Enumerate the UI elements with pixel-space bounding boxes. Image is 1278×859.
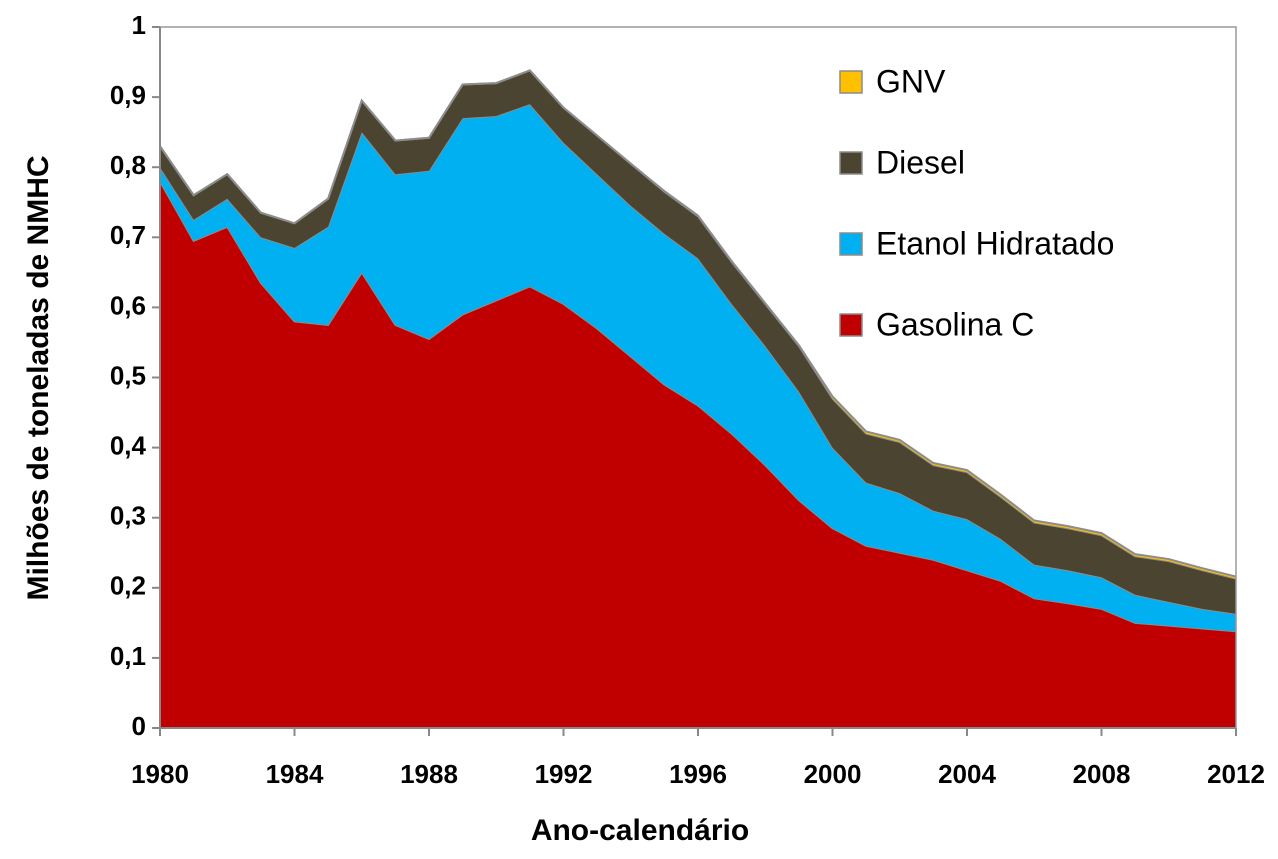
y-tick-label: 0,4 bbox=[110, 430, 147, 460]
y-tick-label: 0,8 bbox=[110, 150, 146, 180]
x-tick-label: 1984 bbox=[266, 759, 324, 789]
x-tick-label: 2008 bbox=[1073, 759, 1131, 789]
legend-label: Diesel bbox=[876, 144, 965, 180]
y-tick-label: 0,2 bbox=[110, 571, 146, 601]
area bbox=[160, 70, 1236, 614]
legend-swatch bbox=[839, 232, 863, 256]
x-tick-label: 2012 bbox=[1207, 759, 1265, 789]
y-tick-label: 0,5 bbox=[110, 360, 146, 390]
legend-label: Etanol Hidratado bbox=[876, 225, 1114, 261]
x-tick-label: 1992 bbox=[535, 759, 593, 789]
legend-swatch bbox=[839, 313, 863, 337]
x-tick-label: 2000 bbox=[804, 759, 862, 789]
x-tick-label: 1980 bbox=[131, 759, 189, 789]
legend-swatch bbox=[839, 70, 863, 94]
legend-label: Gasolina C bbox=[876, 306, 1034, 342]
x-tick-label: 2004 bbox=[938, 759, 996, 789]
area-edge bbox=[159, 69, 1237, 578]
y-tick-label: 0,9 bbox=[110, 80, 146, 110]
legend-swatch bbox=[839, 151, 863, 175]
x-tick-label: 1996 bbox=[669, 759, 727, 789]
y-axis-title: Milhões de toneladas de NMHC bbox=[22, 155, 55, 600]
y-tick-label: 0,3 bbox=[110, 501, 146, 531]
y-tick-label: 0 bbox=[132, 711, 146, 741]
area bbox=[160, 104, 1236, 632]
area bbox=[160, 181, 1236, 729]
legend-label: GNV bbox=[876, 63, 946, 99]
y-tick-label: 0,1 bbox=[110, 641, 146, 671]
x-axis-title: Ano-calendário bbox=[531, 814, 749, 847]
y-tick-label: 0,6 bbox=[110, 290, 146, 320]
x-tick-label: 1988 bbox=[400, 759, 458, 789]
y-tick-label: 1 bbox=[132, 10, 146, 40]
y-tick-label: 0,7 bbox=[110, 220, 146, 250]
